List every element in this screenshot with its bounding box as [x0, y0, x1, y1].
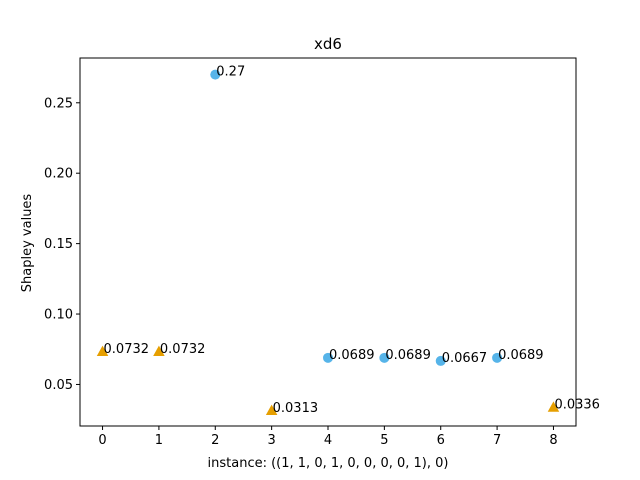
data-point-triangle	[153, 345, 165, 356]
x-tick-label: 5	[380, 433, 388, 448]
x-tick-label: 2	[211, 433, 219, 448]
x-tick-label: 8	[549, 433, 557, 448]
x-tick-label: 3	[267, 433, 275, 448]
plot-area: 0 1 2 3 4 5 6 7 8 0.05 0.10 0.15 0.20 0.25 0.27 0.0689 0…	[44, 57, 600, 448]
x-tick-label: 7	[493, 433, 501, 448]
data-point-triangle	[547, 401, 560, 412]
data-point-circle	[210, 69, 221, 80]
plot-frame	[79, 57, 577, 427]
data-label: 0.0689	[498, 348, 544, 363]
data-point-circle	[492, 352, 503, 363]
data-label: 0.0313	[273, 401, 319, 416]
data-point-triangle	[265, 404, 278, 415]
data-label: 0.0732	[104, 342, 150, 357]
chart-title: xd6	[314, 35, 342, 53]
x-tick-label: 0	[98, 433, 106, 448]
data-label: 0.0689	[385, 348, 431, 363]
data-point-circle	[435, 355, 446, 366]
x-tick-label: 1	[155, 433, 163, 448]
y-tick-label: 0.25	[44, 96, 73, 111]
y-tick-label: 0.05	[44, 378, 73, 393]
data-point-circle	[323, 352, 333, 363]
x-tick-label: 6	[437, 433, 445, 448]
data-label: 0.0689	[329, 348, 375, 363]
x-axis-title: instance: ((1, 1, 0, 1, 0, 0, 0, 0, 1), …	[208, 456, 449, 471]
data-point-triangle	[96, 345, 109, 356]
y-tick-label: 0.20	[44, 167, 73, 182]
data-label: 0.0336	[554, 398, 600, 413]
x-tick-label: 4	[324, 433, 332, 448]
y-tick-label: 0.10	[44, 308, 73, 323]
y-axis-title: Shapley values	[20, 194, 35, 293]
data-point-circle	[379, 352, 390, 363]
data-label: 0.0667	[442, 351, 488, 366]
y-tick-label: 0.15	[44, 237, 73, 252]
data-label: 0.0732	[160, 342, 206, 357]
data-label: 0.27	[216, 65, 245, 80]
